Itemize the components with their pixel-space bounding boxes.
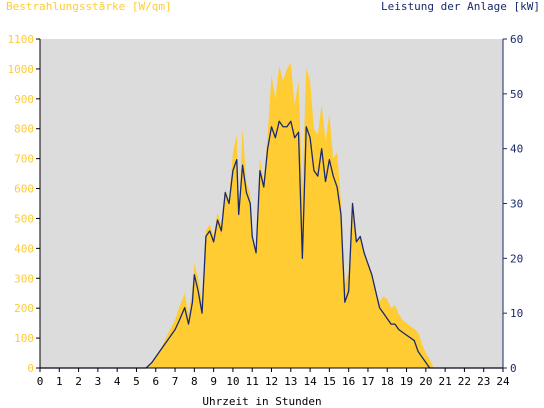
x-tick-label: 7	[172, 375, 179, 388]
x-tick-label: 20	[419, 375, 432, 388]
x-tick-label: 21	[439, 375, 452, 388]
right-tick-label: 0	[510, 362, 517, 375]
left-tick-label: 0	[27, 362, 34, 375]
right-axis-title: Leistung der Anlage [kW]	[381, 0, 540, 13]
x-tick-label: 24	[496, 375, 510, 388]
x-tick-label: 10	[226, 375, 239, 388]
left-tick-label: 900	[14, 93, 34, 106]
x-tick-label: 5	[133, 375, 140, 388]
left-tick-label: 100	[14, 332, 34, 345]
right-tick-label: 10	[510, 307, 523, 320]
left-tick-label: 800	[14, 123, 34, 136]
left-tick-label: 1000	[8, 63, 35, 76]
x-tick-label: 22	[458, 375, 471, 388]
right-tick-label: 20	[510, 252, 523, 265]
x-tick-label: 12	[265, 375, 278, 388]
left-tick-label: 200	[14, 302, 34, 315]
power-line	[40, 120, 503, 369]
left-tick-label: 400	[14, 242, 34, 255]
x-tick-label: 3	[95, 375, 102, 388]
x-tick-label: 17	[361, 375, 374, 388]
x-axis-title: Uhrzeit in Stunden	[202, 395, 321, 408]
x-tick-label: 14	[303, 375, 317, 388]
x-tick-label: 2	[75, 375, 82, 388]
left-tick-label: 300	[14, 272, 34, 285]
right-tick-label: 40	[510, 143, 523, 156]
left-axis-title: Bestrahlungsstärke [W/qm]	[6, 0, 172, 13]
x-tick-label: 6	[152, 375, 159, 388]
right-tick-label: 50	[510, 88, 523, 101]
right-tick-label: 30	[510, 198, 523, 211]
left-tick-label: 600	[14, 183, 34, 196]
irradiance-area	[40, 62, 503, 368]
left-tick-label: 700	[14, 153, 34, 166]
x-tick-label: 16	[342, 375, 355, 388]
x-tick-label: 4	[114, 375, 121, 388]
left-tick-label: 1100	[8, 33, 35, 46]
x-tick-label: 1	[56, 375, 63, 388]
x-tick-label: 11	[246, 375, 259, 388]
x-tick-label: 19	[400, 375, 413, 388]
x-tick-label: 8	[191, 375, 198, 388]
x-tick-label: 15	[323, 375, 336, 388]
left-tick-label: 500	[14, 212, 34, 225]
right-tick-label: 60	[510, 33, 523, 46]
x-tick-label: 0	[37, 375, 44, 388]
x-tick-label: 13	[284, 375, 297, 388]
x-tick-label: 9	[210, 375, 217, 388]
x-tick-label: 18	[381, 375, 394, 388]
x-tick-label: 23	[477, 375, 490, 388]
